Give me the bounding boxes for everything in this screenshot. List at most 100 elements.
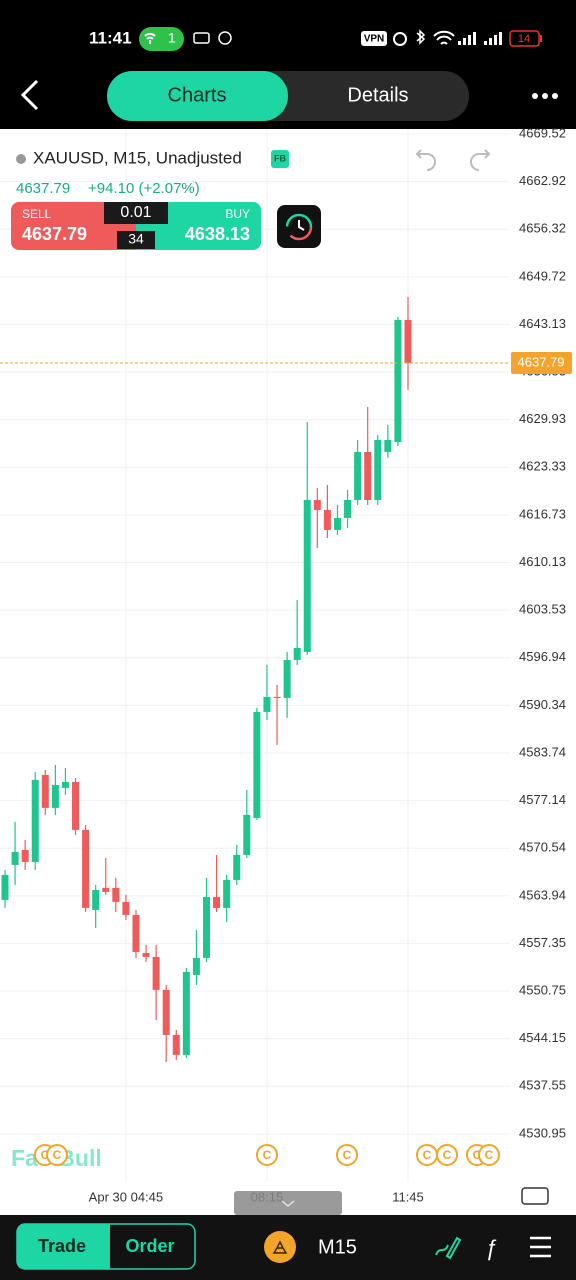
candle-body: [223, 879, 231, 908]
menu-button[interactable]: [530, 1236, 551, 1258]
candle-body: [283, 659, 291, 698]
last-price: 4637.79: [16, 180, 70, 197]
battery-level: 14: [518, 33, 530, 45]
icon-hand: [298, 220, 305, 231]
more-button[interactable]: [532, 93, 558, 99]
y-tick-label: 4583.74: [519, 744, 566, 759]
fb-text: FB: [274, 153, 286, 163]
redo-button[interactable]: [470, 149, 491, 171]
y-tick-label: 4656.32: [519, 221, 566, 236]
event-marker-label: C: [423, 1148, 432, 1162]
y-tick-label: 4563.94: [519, 887, 566, 902]
event-marker-label: C: [443, 1148, 452, 1162]
alarm-icon: [393, 32, 407, 46]
status-icon: [193, 32, 210, 44]
fb-badge: [271, 150, 289, 168]
event-marker: [336, 1144, 358, 1166]
candle-body: [364, 451, 372, 500]
candle-body: [102, 887, 110, 892]
candle-body: [92, 889, 100, 910]
candle-body: [203, 896, 210, 958]
event-marker: [478, 1144, 500, 1166]
tab-charts[interactable]: Charts: [168, 84, 227, 106]
hotspot-icon: [144, 32, 156, 44]
undo-button[interactable]: [415, 149, 436, 171]
fullscreen-button[interactable]: [521, 1187, 549, 1205]
candle-body: [273, 696, 281, 698]
event-marker: [256, 1144, 278, 1166]
symbol-title: XAUUSD, M15, Unadjusted: [33, 148, 242, 167]
event-marker-label: C: [41, 1148, 50, 1162]
event-marker: [46, 1144, 68, 1166]
buy-label[interactable]: BUY: [225, 207, 250, 221]
status-dot: [16, 154, 26, 164]
collapse-tab[interactable]: [234, 1191, 342, 1215]
sell-price[interactable]: 4637.79: [22, 224, 87, 244]
wifi-icon: [433, 30, 455, 45]
candle-body: [122, 901, 130, 915]
chevron: [281, 1200, 295, 1207]
candle-body: [41, 774, 49, 808]
trade-tab[interactable]: [17, 1224, 110, 1269]
trade-label[interactable]: Trade: [38, 1236, 86, 1256]
candle-body: [11, 851, 19, 865]
lot-box[interactable]: [104, 202, 168, 224]
candle-body: [31, 779, 39, 862]
event-marker: [436, 1144, 458, 1166]
battery-tip: [540, 35, 542, 42]
icon-ring: [285, 213, 313, 241]
hotspot-pill: [139, 27, 184, 51]
candle-body: [404, 319, 412, 363]
candle-body: [243, 814, 251, 855]
candle-body: [323, 509, 331, 530]
indicator-icon: [272, 1240, 288, 1254]
y-tick-label: 4629.93: [519, 411, 566, 426]
buy-price[interactable]: 4638.13: [185, 224, 250, 244]
tab-details[interactable]: Details: [347, 84, 408, 106]
back-button[interactable]: [20, 79, 39, 111]
timeframe[interactable]: M15: [318, 1236, 357, 1258]
candle-body: [142, 952, 150, 957]
candle-body: [344, 499, 352, 518]
status-icon: [218, 31, 232, 45]
candle-body: [72, 781, 80, 830]
candle-body: [303, 499, 311, 652]
y-tick-label: 4590.34: [519, 697, 566, 712]
y-axis: 4669.524662.924656.324649.724643.134636.…: [89, 125, 572, 1204]
spread: 34: [128, 231, 144, 247]
candle-body: [384, 439, 392, 452]
order-label[interactable]: Order: [125, 1236, 174, 1256]
x-tick-label: Apr 30 04:45: [89, 1189, 163, 1204]
y-tick-label: 4544.15: [519, 1030, 566, 1045]
y-tick-label: 4669.52: [519, 125, 566, 140]
bluetooth-icon: [416, 29, 426, 45]
lot-size[interactable]: 0.01: [120, 204, 151, 221]
candle-body: [333, 517, 341, 530]
candles: [0, 296, 510, 1062]
y-tick-label: 4643.13: [519, 316, 566, 331]
y-tick-label: 4550.75: [519, 982, 566, 997]
y-tick-label: 4623.33: [519, 459, 566, 474]
sell-label[interactable]: SELL: [22, 207, 52, 221]
candle-body: [61, 781, 69, 788]
candle-body: [172, 1034, 180, 1055]
candle-body: [374, 439, 382, 500]
signal-icon: [458, 32, 502, 45]
y-tick-label: 4662.92: [519, 173, 566, 188]
candle-body: [132, 914, 140, 952]
indicator-button[interactable]: [264, 1231, 296, 1263]
y-tick-label: 4570.54: [519, 840, 566, 855]
event-marker-label: C: [473, 1148, 482, 1162]
draw-button[interactable]: [435, 1236, 462, 1260]
tab-active[interactable]: [107, 71, 288, 121]
y-tick-label: 4557.35: [519, 935, 566, 950]
formula-button[interactable]: ƒ: [485, 1235, 497, 1260]
y-tick-label: 4577.14: [519, 792, 566, 807]
last-price-tag: [511, 351, 572, 374]
event-marker-label: C: [485, 1148, 494, 1162]
y-tick-label: 4649.72: [519, 268, 566, 283]
price-change: +94.10 (+2.07%): [88, 180, 200, 197]
event-marker-label: C: [53, 1148, 62, 1162]
